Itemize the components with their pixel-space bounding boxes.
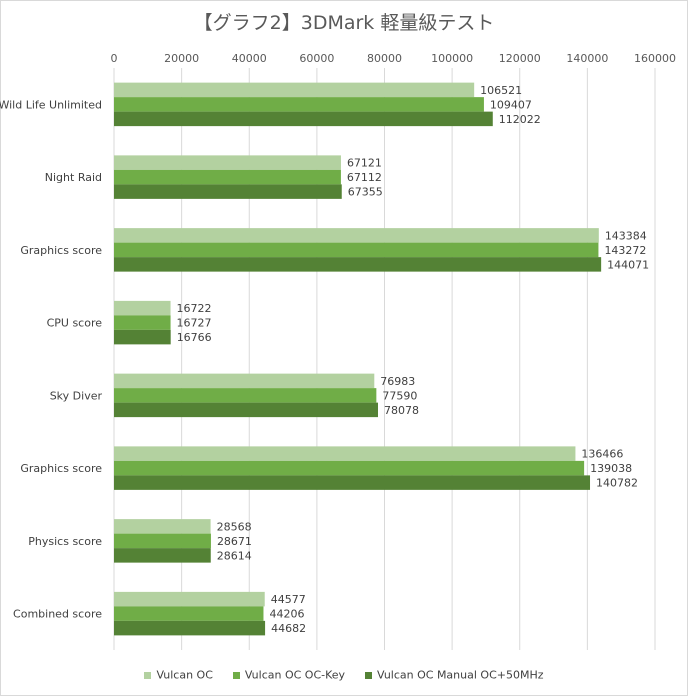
bar: [114, 228, 599, 243]
category-label: Graphics score: [20, 462, 102, 475]
data-label: 143384: [605, 229, 647, 242]
bar: [114, 300, 171, 316]
data-label: 136466: [581, 448, 623, 461]
category-label: Sky Diver: [50, 389, 103, 402]
legend-swatch: [232, 671, 240, 679]
x-tick-label: 140000: [566, 52, 608, 65]
data-label: 76983: [380, 375, 415, 388]
bar: [114, 606, 264, 621]
bar: [114, 446, 576, 461]
bar-chart: 0 20000 40000 60000 80000 100000 120000 140000 1…: [0, 52, 676, 650]
data-label: 67121: [347, 157, 382, 170]
data-label: 140782: [596, 477, 638, 490]
bar: [114, 475, 591, 490]
data-label: 78078: [384, 404, 419, 417]
bar: [114, 533, 211, 549]
x-tick-label: 100000: [431, 52, 473, 65]
bar: [114, 315, 171, 330]
bar: [114, 257, 602, 272]
data-label: 139038: [590, 462, 632, 475]
category-label: Night Raid: [45, 171, 102, 184]
bar: [114, 184, 342, 199]
legend-label: Vulcan OC Manual OC+50MHz: [377, 668, 544, 682]
data-label: 44206: [269, 608, 304, 621]
data-label: 77590: [382, 389, 417, 402]
x-tick-label: 20000: [164, 52, 199, 65]
legend-item: Vulcan OC Manual OC+50MHz: [365, 668, 544, 682]
category-label: Combined score: [13, 608, 102, 621]
x-tick-label: 120000: [499, 52, 541, 65]
x-tick-label: 160000: [634, 52, 676, 65]
bar: [114, 519, 211, 534]
bar: [114, 169, 341, 185]
legend-swatch: [144, 671, 152, 679]
data-label: 44577: [271, 593, 306, 606]
bar: [114, 155, 341, 170]
data-label: 28671: [217, 535, 252, 548]
legend-swatch: [365, 671, 373, 679]
data-label: 16722: [177, 302, 212, 315]
bar: [114, 242, 599, 258]
bar: [114, 329, 171, 345]
data-label: 143272: [604, 244, 646, 257]
data-label: 106521: [480, 84, 522, 97]
data-label: 28568: [217, 520, 252, 533]
legend: Vulcan OC Vulcan OC OC-Key Vulcan OC Manua…: [0, 668, 688, 682]
bar: [114, 388, 377, 403]
legend-item: Vulcan OC: [144, 668, 213, 682]
x-tick-label: 40000: [232, 52, 267, 65]
legend-label: Vulcan OC OC-Key: [244, 668, 346, 682]
data-label: 144071: [607, 258, 649, 271]
data-label: 67112: [347, 171, 382, 184]
x-tick-label: 80000: [367, 52, 402, 65]
category-label: Graphics score: [20, 244, 102, 257]
data-label: 28614: [217, 549, 252, 562]
category-label: Wild Life Unlimited: [0, 98, 102, 111]
data-label: 109407: [490, 98, 532, 111]
data-label: 67355: [348, 186, 383, 199]
legend-item: Vulcan OC OC-Key: [232, 668, 346, 682]
legend-label: Vulcan OC: [156, 668, 213, 682]
bar: [114, 460, 585, 476]
data-label: 16766: [177, 331, 212, 344]
chart-title: 【グラフ2】3DMark 軽量級テスト: [193, 12, 495, 34]
x-tick-label: 60000: [299, 52, 334, 65]
bar: [114, 82, 475, 98]
bar: [114, 402, 379, 418]
bar: [114, 620, 266, 636]
data-label: 16727: [177, 317, 212, 330]
bar: [114, 111, 493, 127]
bar: [114, 548, 211, 563]
bar: [114, 591, 265, 607]
x-tick-label: 0: [111, 52, 118, 65]
category-label: Physics score: [28, 535, 102, 548]
data-label: 112022: [499, 113, 541, 126]
bar: [114, 97, 484, 112]
category-label: CPU score: [47, 317, 103, 330]
bar: [114, 373, 375, 389]
data-label: 44682: [271, 622, 306, 635]
